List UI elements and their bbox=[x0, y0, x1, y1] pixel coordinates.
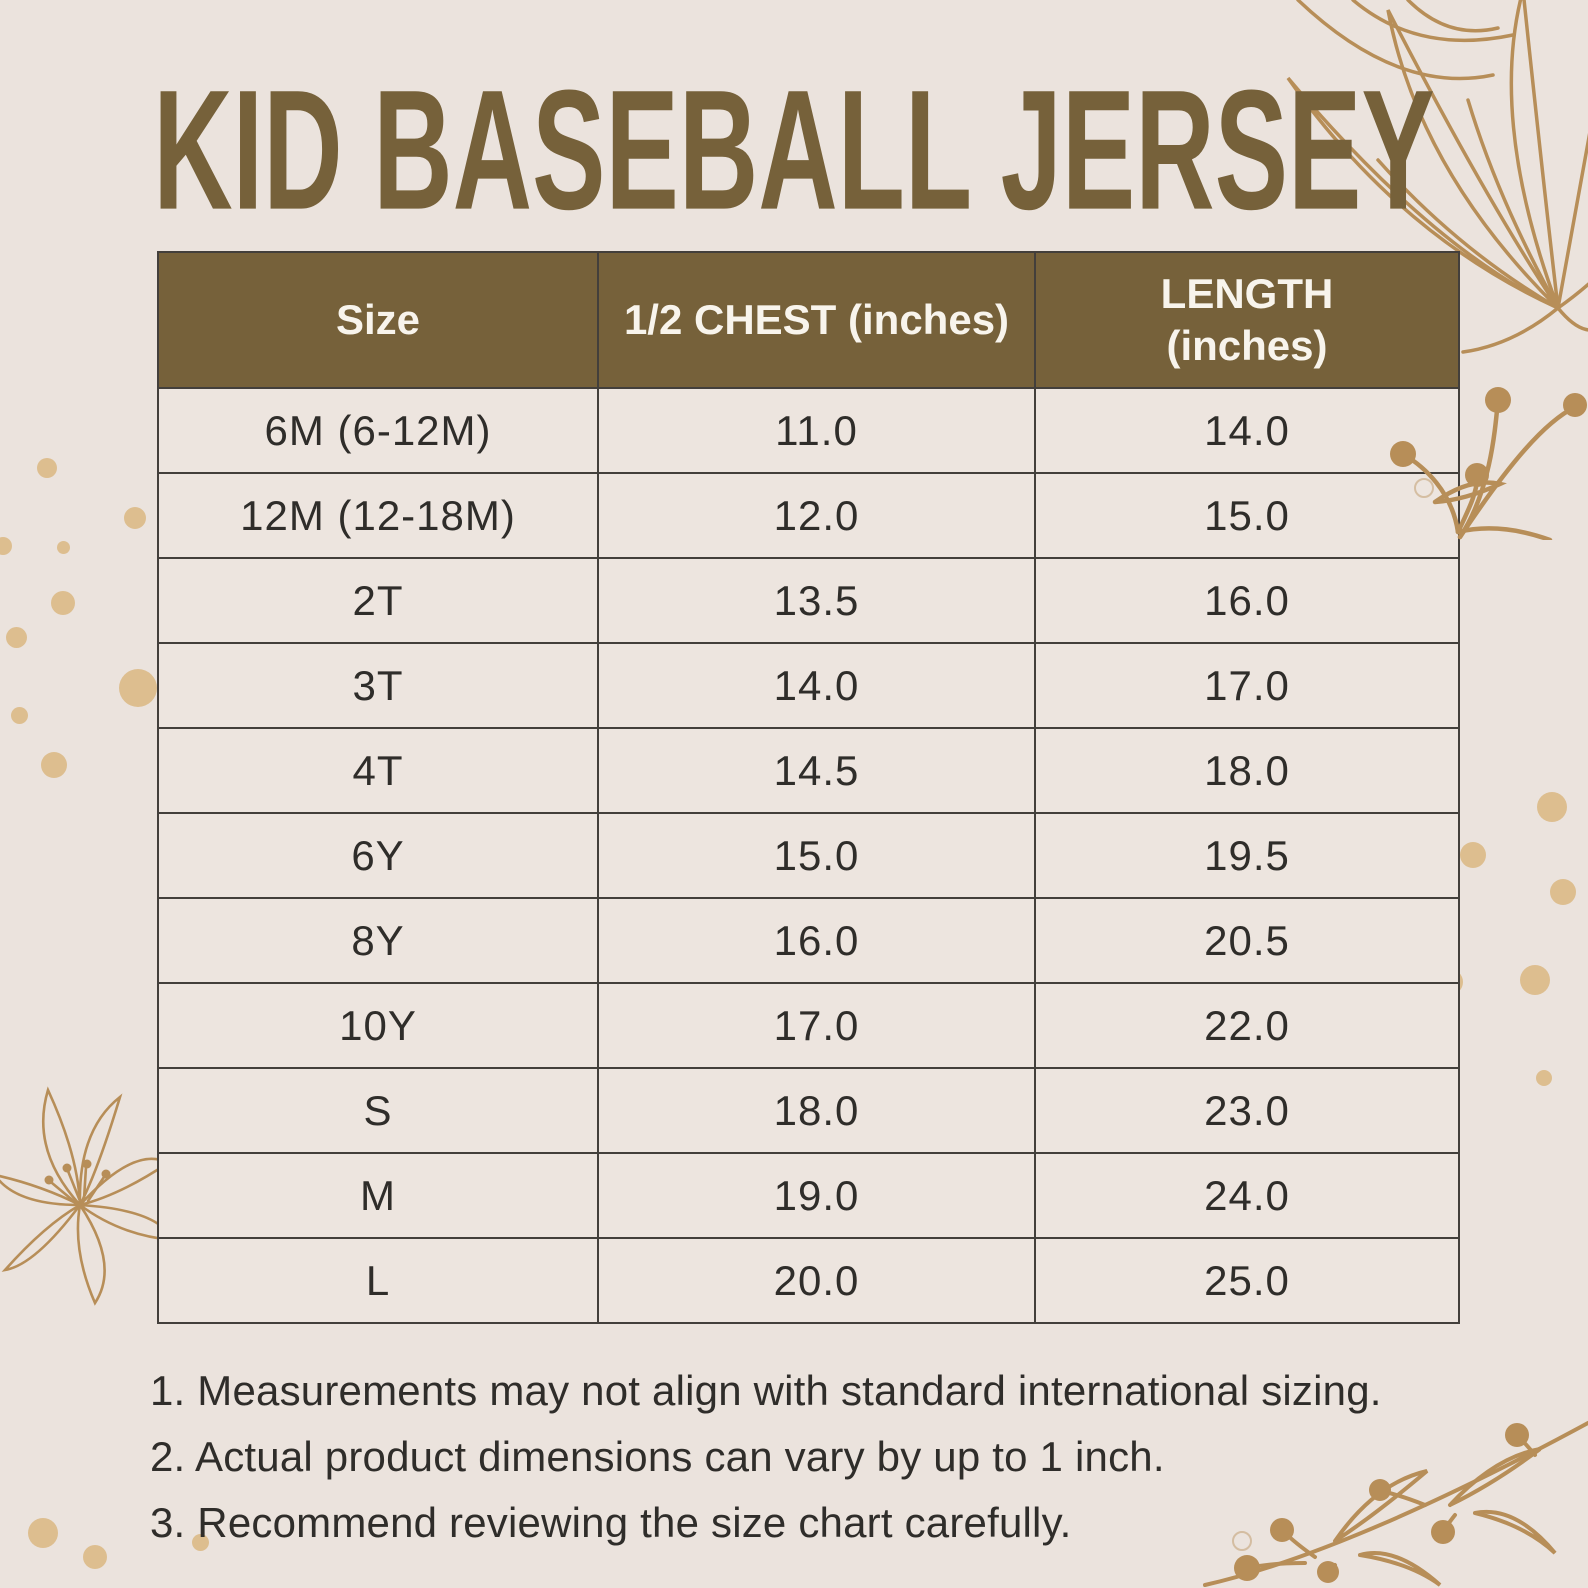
cell-length: 16.0 bbox=[1034, 557, 1460, 644]
table-row: 6Y 15.0 19.5 bbox=[157, 812, 1460, 899]
decorative-dot bbox=[1536, 1070, 1552, 1086]
flower-line-art-top-right bbox=[1286, 0, 1588, 354]
decorative-dot bbox=[10, 706, 28, 724]
table-row: 8Y 16.0 20.5 bbox=[157, 897, 1460, 984]
note-line: 3. Recommend reviewing the size chart ca… bbox=[150, 1499, 1072, 1546]
cell-length: 20.5 bbox=[1034, 897, 1460, 984]
table-row: 2T 13.5 16.0 bbox=[157, 557, 1460, 644]
table-row: 4T 14.5 18.0 bbox=[157, 727, 1460, 814]
cell-chest: 18.0 bbox=[597, 1067, 1036, 1154]
cell-chest: 13.5 bbox=[597, 557, 1036, 644]
cell-length: 15.0 bbox=[1034, 472, 1460, 559]
decorative-dot bbox=[5, 626, 27, 648]
table-row: 6M (6-12M) 11.0 14.0 bbox=[157, 387, 1460, 474]
cell-length: 25.0 bbox=[1034, 1237, 1460, 1324]
cell-length: 19.5 bbox=[1034, 812, 1460, 899]
note-line: 2. Actual product dimensions can vary by… bbox=[150, 1433, 1165, 1480]
cell-size: 8Y bbox=[157, 897, 599, 984]
column-header-length: LENGTH (inches) bbox=[1034, 251, 1460, 389]
cell-size: 3T bbox=[157, 642, 599, 729]
cell-size: 4T bbox=[157, 727, 599, 814]
cell-length: 23.0 bbox=[1034, 1067, 1460, 1154]
cell-length: 14.0 bbox=[1034, 387, 1460, 474]
cell-size: 12M (12-18M) bbox=[157, 472, 599, 559]
cell-chest: 14.5 bbox=[597, 727, 1036, 814]
decorative-dot bbox=[51, 591, 75, 615]
cell-length: 17.0 bbox=[1034, 642, 1460, 729]
cell-size: S bbox=[157, 1067, 599, 1154]
decorative-dot bbox=[124, 507, 146, 529]
table-row: S 18.0 23.0 bbox=[157, 1067, 1460, 1154]
cell-size: 10Y bbox=[157, 982, 599, 1069]
decorative-dot bbox=[83, 1545, 107, 1569]
decorative-dot bbox=[191, 1533, 209, 1551]
decorative-dot bbox=[37, 458, 57, 478]
flower-line-art-bottom-left bbox=[0, 1086, 175, 1306]
berry-sprig-line-art bbox=[1390, 387, 1587, 540]
table-row: 10Y 17.0 22.0 bbox=[157, 982, 1460, 1069]
page-title: KID BASEBALL JERSEY bbox=[153, 55, 1435, 246]
cell-chest: 14.0 bbox=[597, 642, 1036, 729]
cell-length: 24.0 bbox=[1034, 1152, 1460, 1239]
cell-chest: 17.0 bbox=[597, 982, 1036, 1069]
decorative-dot bbox=[1520, 965, 1550, 995]
cell-size: 6M (6-12M) bbox=[157, 387, 599, 474]
cell-length: 22.0 bbox=[1034, 982, 1460, 1069]
cell-chest: 12.0 bbox=[597, 472, 1036, 559]
cell-size: 6Y bbox=[157, 812, 599, 899]
decorative-dot bbox=[1537, 792, 1567, 822]
decorative-dot bbox=[41, 752, 67, 778]
note-line: 1. Measurements may not align with stand… bbox=[150, 1367, 1382, 1414]
cell-chest: 16.0 bbox=[597, 897, 1036, 984]
table-row: 3T 14.0 17.0 bbox=[157, 642, 1460, 729]
decorative-dot bbox=[28, 1518, 58, 1548]
column-header-size: Size bbox=[157, 251, 599, 389]
table-row: M 19.0 24.0 bbox=[157, 1152, 1460, 1239]
size-table: Size 1/2 CHEST (inches) LENGTH (inches) … bbox=[157, 251, 1460, 1324]
cell-chest: 15.0 bbox=[597, 812, 1036, 899]
cell-length: 18.0 bbox=[1034, 727, 1460, 814]
cell-size: L bbox=[157, 1237, 599, 1324]
cell-size: 2T bbox=[157, 557, 599, 644]
cell-chest: 11.0 bbox=[597, 387, 1036, 474]
table-row: 12M (12-18M) 12.0 15.0 bbox=[157, 472, 1460, 559]
cell-size: M bbox=[157, 1152, 599, 1239]
decorative-dot bbox=[0, 537, 12, 555]
decorative-dot bbox=[56, 540, 70, 554]
column-header-chest: 1/2 CHEST (inches) bbox=[597, 251, 1036, 389]
decorative-dot bbox=[1550, 879, 1576, 905]
notes-list: 1. Measurements may not align with stand… bbox=[150, 1358, 1580, 1556]
size-table-header: Size 1/2 CHEST (inches) LENGTH (inches) bbox=[157, 251, 1460, 389]
decorative-dot bbox=[1460, 842, 1486, 868]
cell-chest: 20.0 bbox=[597, 1237, 1036, 1324]
cell-chest: 19.0 bbox=[597, 1152, 1036, 1239]
decorative-dot bbox=[119, 669, 157, 707]
branch-line-art-bottom-right bbox=[1203, 1421, 1588, 1587]
table-row: L 20.0 25.0 bbox=[157, 1237, 1460, 1324]
header-row: Size 1/2 CHEST (inches) LENGTH (inches) bbox=[157, 251, 1460, 389]
size-table-body: 6M (6-12M) 11.0 14.0 12M (12-18M) 12.0 1… bbox=[157, 387, 1460, 1324]
